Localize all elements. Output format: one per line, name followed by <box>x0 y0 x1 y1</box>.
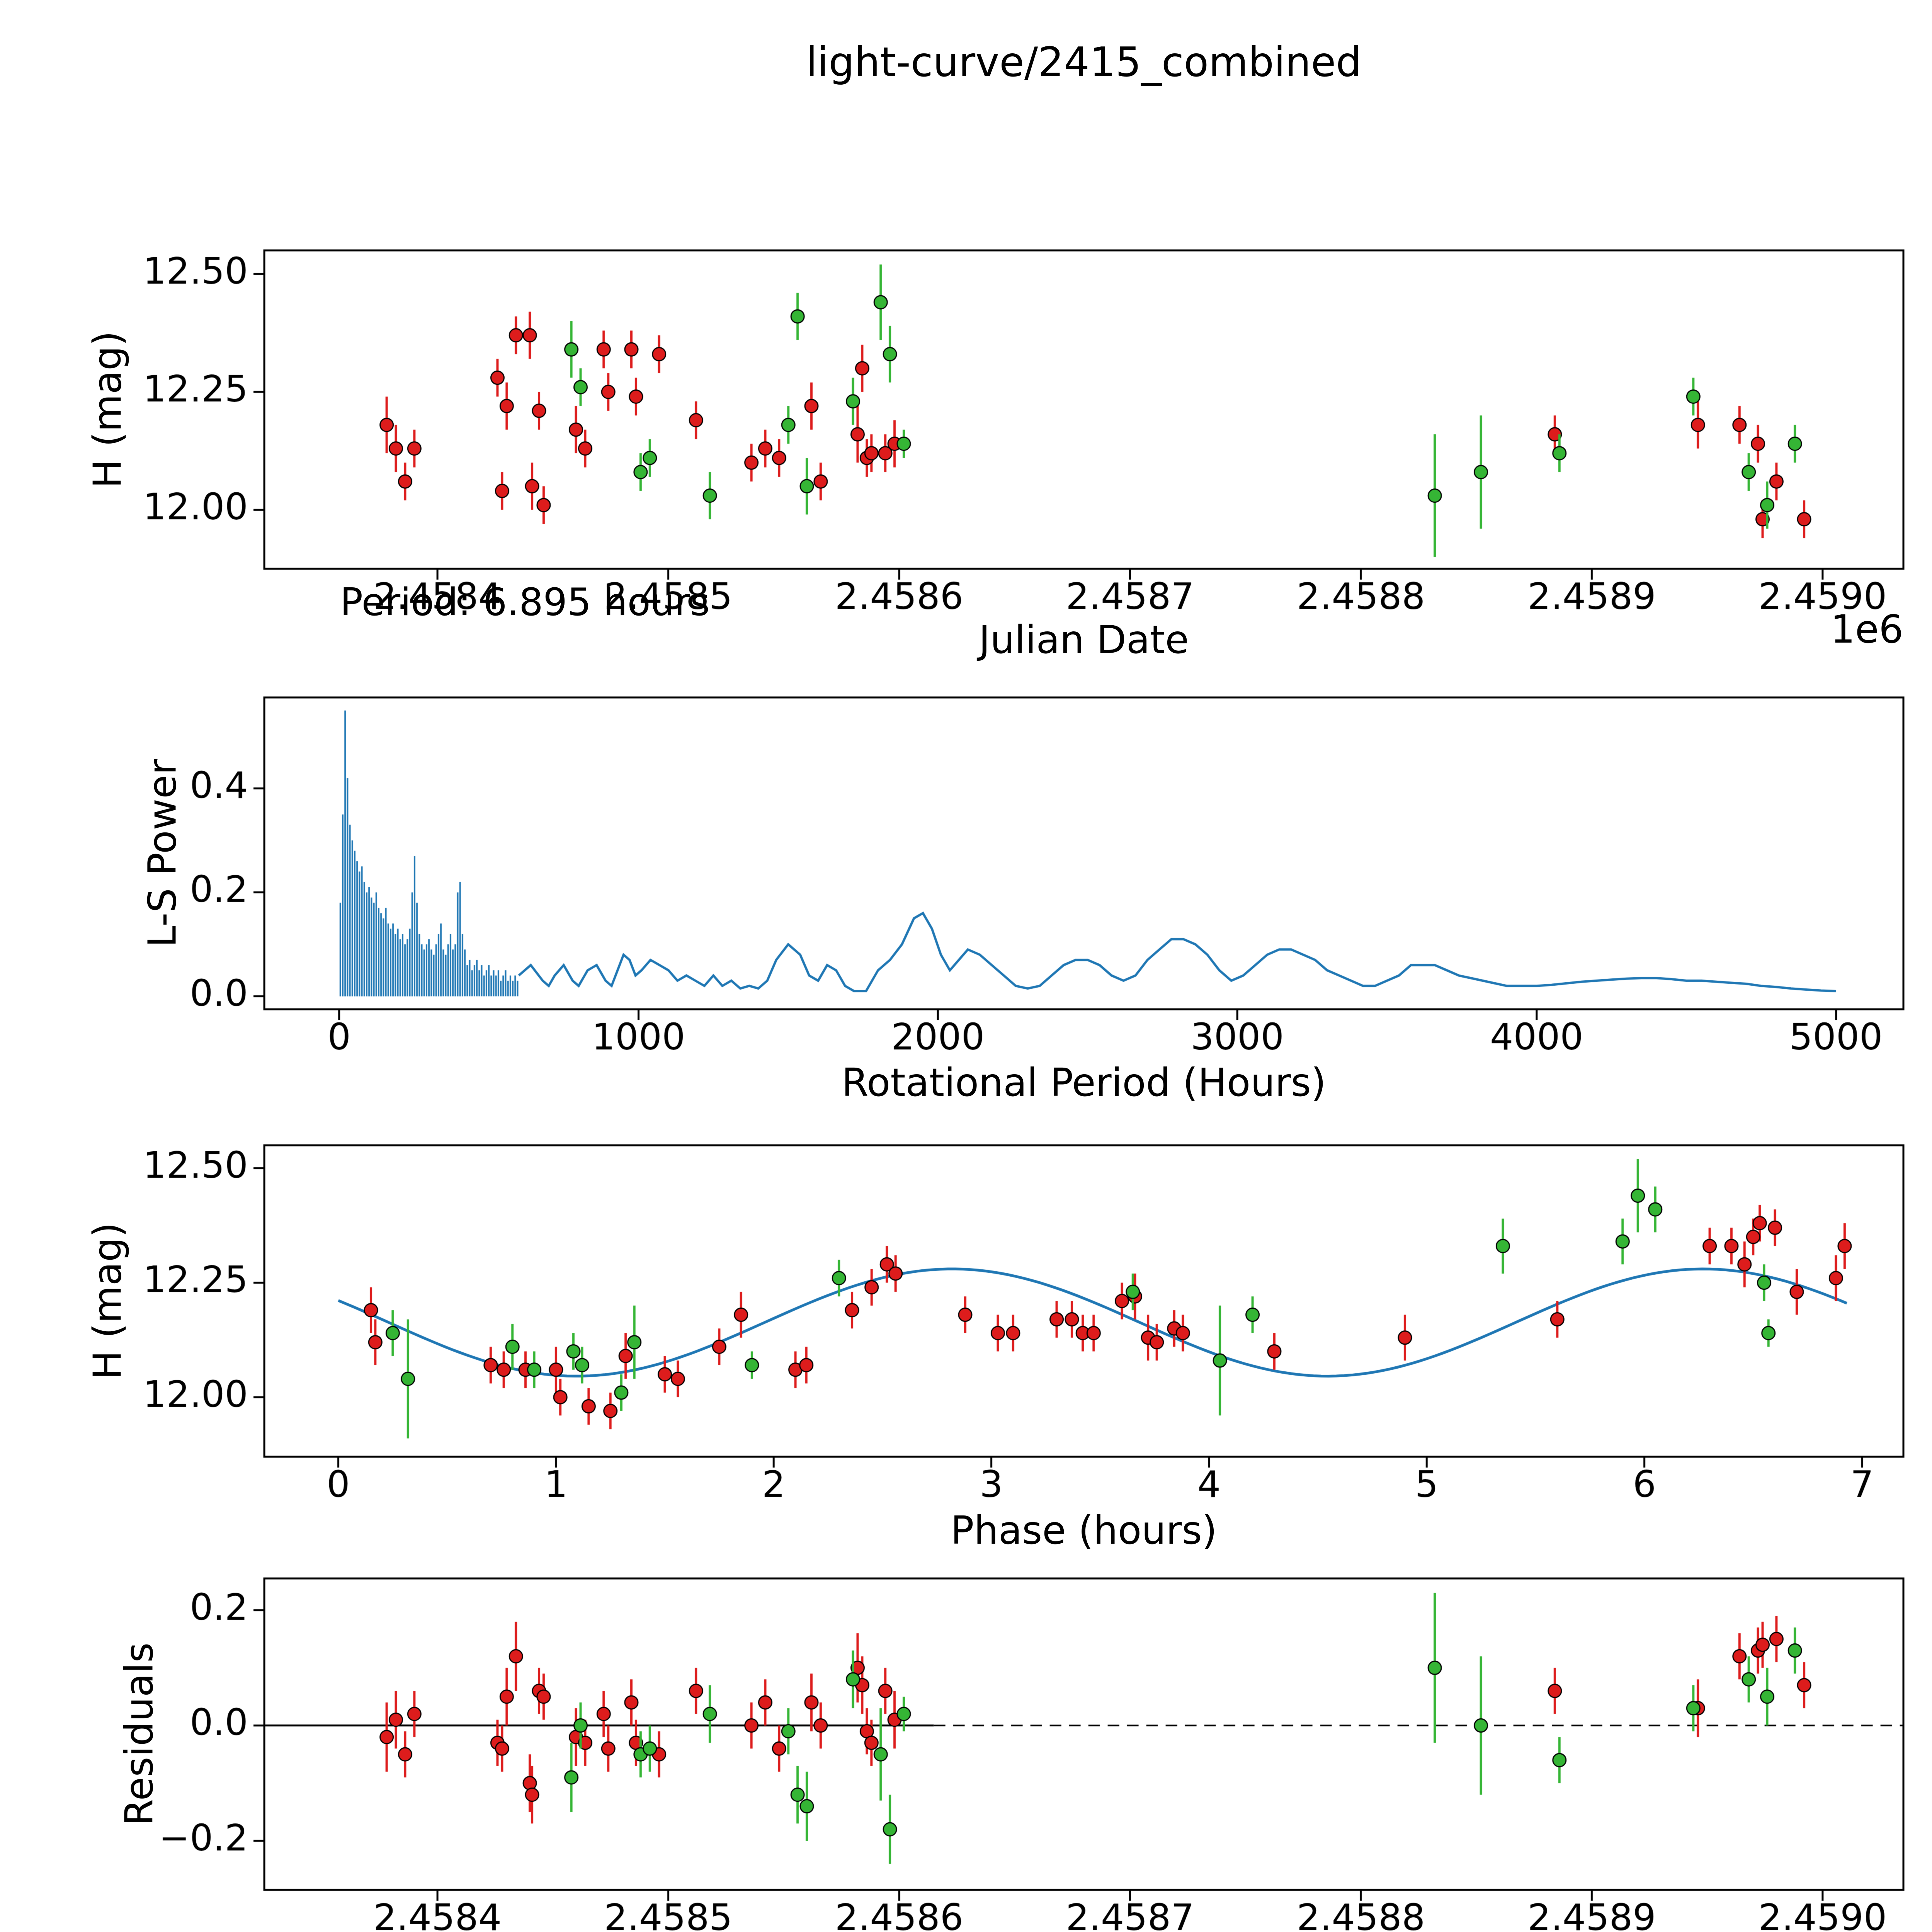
panel4-axis-offset: 1e6 <box>1830 1928 1903 1932</box>
panel3-ylabel: H (mag) <box>85 1222 130 1380</box>
panel1-axis-offset: 1e6 <box>1830 607 1903 652</box>
panel4-ylabel: Residuals <box>116 1642 162 1826</box>
panel1-ylabel: H (mag) <box>85 331 130 488</box>
panel2-xlabel: Rotational Period (Hours) <box>842 1060 1326 1105</box>
period-annotation: Period: 6.895 hours <box>340 580 710 624</box>
panel1-xlabel: Julian Date <box>979 617 1189 662</box>
panel2-ylabel: L-S Power <box>139 759 185 947</box>
panel3-xlabel: Phase (hours) <box>951 1508 1217 1553</box>
figure-title: light-curve/2415_combined <box>806 39 1362 86</box>
